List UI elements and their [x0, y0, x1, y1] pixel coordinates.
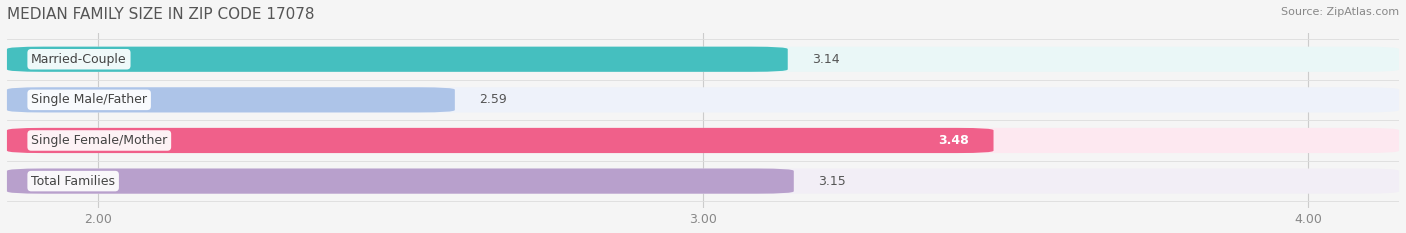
Text: 3.14: 3.14: [811, 53, 839, 66]
Text: Source: ZipAtlas.com: Source: ZipAtlas.com: [1281, 7, 1399, 17]
Text: Single Male/Father: Single Male/Father: [31, 93, 148, 106]
FancyBboxPatch shape: [7, 87, 1399, 113]
Text: 2.59: 2.59: [479, 93, 506, 106]
FancyBboxPatch shape: [7, 128, 1399, 153]
Text: Single Female/Mother: Single Female/Mother: [31, 134, 167, 147]
FancyBboxPatch shape: [7, 87, 456, 113]
FancyBboxPatch shape: [7, 47, 1399, 72]
Text: MEDIAN FAMILY SIZE IN ZIP CODE 17078: MEDIAN FAMILY SIZE IN ZIP CODE 17078: [7, 7, 315, 22]
Text: 3.48: 3.48: [939, 134, 969, 147]
FancyBboxPatch shape: [7, 168, 794, 194]
FancyBboxPatch shape: [7, 168, 1399, 194]
Text: Married-Couple: Married-Couple: [31, 53, 127, 66]
Text: Total Families: Total Families: [31, 175, 115, 188]
FancyBboxPatch shape: [7, 47, 787, 72]
Text: 3.15: 3.15: [818, 175, 846, 188]
FancyBboxPatch shape: [7, 128, 994, 153]
